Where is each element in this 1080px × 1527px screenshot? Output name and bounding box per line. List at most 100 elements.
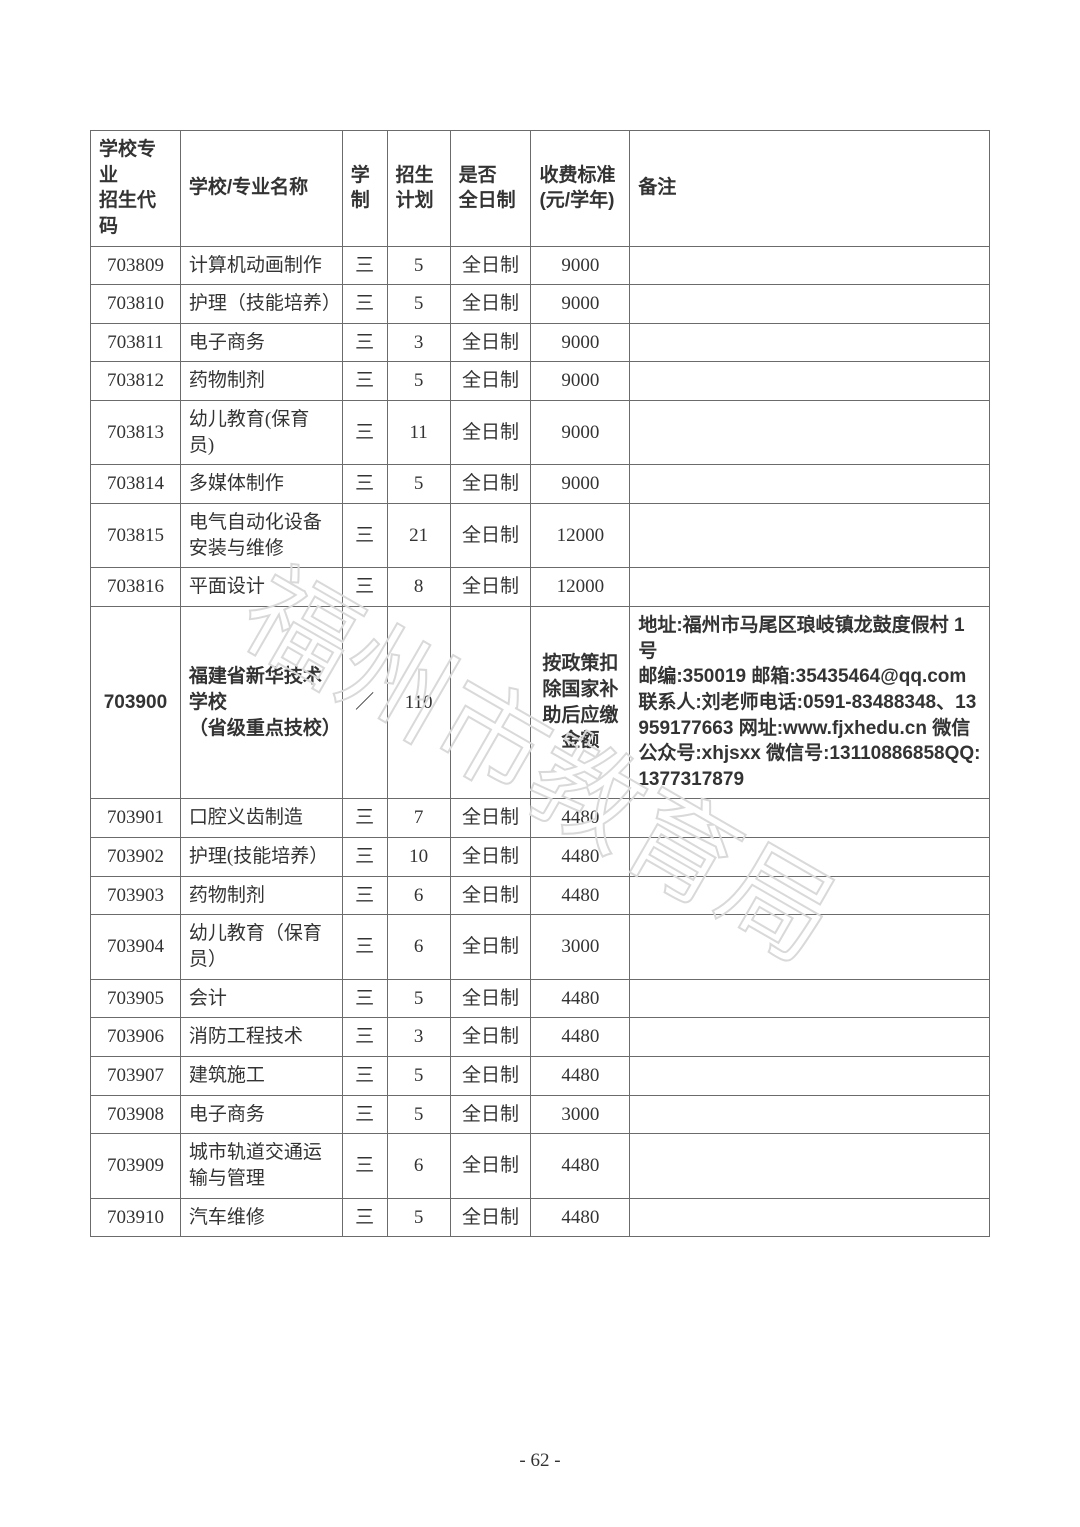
table-body: 703809计算机动画制作三5全日制9000703810护理（技能培养）三5全日… xyxy=(91,246,990,1237)
cell-code: 703811 xyxy=(91,323,181,362)
cell-remarks xyxy=(630,1095,990,1134)
cell-fee: 4480 xyxy=(531,799,630,838)
cell-fee: 按政策扣除国家补助后应缴金额 xyxy=(531,606,630,798)
cell-years: 三 xyxy=(342,1134,387,1198)
cell-years: 三 xyxy=(342,465,387,504)
cell-plan: 5 xyxy=(387,1095,450,1134)
cell-remarks xyxy=(630,799,990,838)
cell-remarks xyxy=(630,876,990,915)
cell-code: 703813 xyxy=(91,401,181,465)
cell-years: 三 xyxy=(342,401,387,465)
cell-fee: 4480 xyxy=(531,979,630,1018)
table-row: 703816平面设计三8全日制12000 xyxy=(91,568,990,607)
table-row: 703902护理(技能培养）三10全日制4480 xyxy=(91,838,990,877)
cell-name: 药物制剂 xyxy=(180,362,342,401)
cell-plan: 110 xyxy=(387,606,450,798)
table-row: 703813幼儿教育(保育员)三11全日制9000 xyxy=(91,401,990,465)
cell-years: ／ xyxy=(342,606,387,798)
cell-remarks xyxy=(630,568,990,607)
cell-plan: 5 xyxy=(387,1198,450,1237)
cell-fee: 3000 xyxy=(531,915,630,979)
cell-ft: 全日制 xyxy=(450,504,531,568)
table-row: 703907建筑施工三5全日制4480 xyxy=(91,1056,990,1095)
cell-code: 703907 xyxy=(91,1056,181,1095)
cell-years: 三 xyxy=(342,504,387,568)
page-number: - 62 - xyxy=(0,1450,1080,1472)
cell-plan: 5 xyxy=(387,246,450,285)
cell-name: 幼儿教育(保育员) xyxy=(180,401,342,465)
cell-years: 三 xyxy=(342,1198,387,1237)
cell-remarks xyxy=(630,1198,990,1237)
cell-ft: 全日制 xyxy=(450,323,531,362)
cell-ft: 全日制 xyxy=(450,799,531,838)
cell-fee: 9000 xyxy=(531,362,630,401)
cell-ft: 全日制 xyxy=(450,1018,531,1057)
cell-years: 三 xyxy=(342,979,387,1018)
cell-code: 703910 xyxy=(91,1198,181,1237)
cell-name: 福建省新华技术学校（省级重点技校） xyxy=(180,606,342,798)
cell-remarks xyxy=(630,504,990,568)
cell-remarks xyxy=(630,246,990,285)
cell-fee: 4480 xyxy=(531,1198,630,1237)
cell-fee: 9000 xyxy=(531,401,630,465)
cell-years: 三 xyxy=(342,876,387,915)
table-row: 703814多媒体制作三5全日制9000 xyxy=(91,465,990,504)
cell-remarks xyxy=(630,979,990,1018)
cell-years: 三 xyxy=(342,1018,387,1057)
cell-ft: 全日制 xyxy=(450,1198,531,1237)
cell-code: 703902 xyxy=(91,838,181,877)
cell-code: 703905 xyxy=(91,979,181,1018)
cell-plan: 10 xyxy=(387,838,450,877)
cell-ft: 全日制 xyxy=(450,1095,531,1134)
cell-code: 703906 xyxy=(91,1018,181,1057)
column-header-remarks: 备注 xyxy=(630,131,990,247)
cell-remarks xyxy=(630,323,990,362)
cell-years: 三 xyxy=(342,1095,387,1134)
cell-remarks xyxy=(630,915,990,979)
cell-fee: 12000 xyxy=(531,504,630,568)
cell-name: 电子商务 xyxy=(180,323,342,362)
cell-remarks xyxy=(630,465,990,504)
cell-fee: 4480 xyxy=(531,1056,630,1095)
table-row: 703815电气自动化设备安装与维修三21全日制12000 xyxy=(91,504,990,568)
cell-years: 三 xyxy=(342,362,387,401)
cell-name: 护理（技能培养） xyxy=(180,285,342,324)
cell-fee: 12000 xyxy=(531,568,630,607)
cell-ft: 全日制 xyxy=(450,1056,531,1095)
cell-name: 会计 xyxy=(180,979,342,1018)
cell-plan: 6 xyxy=(387,876,450,915)
document-page: 福州市教育局 学校专业招生代码学校/专业名称学制招生计划是否全日制收费标准(元/… xyxy=(0,0,1080,1527)
cell-remarks xyxy=(630,838,990,877)
column-header-name: 学校/专业名称 xyxy=(180,131,342,247)
cell-plan: 6 xyxy=(387,915,450,979)
cell-years: 三 xyxy=(342,1056,387,1095)
cell-name: 电子商务 xyxy=(180,1095,342,1134)
cell-years: 三 xyxy=(342,915,387,979)
cell-ft: 全日制 xyxy=(450,979,531,1018)
cell-code: 703903 xyxy=(91,876,181,915)
table-row: 703812药物制剂三5全日制9000 xyxy=(91,362,990,401)
column-header-fee: 收费标准(元/学年) xyxy=(531,131,630,247)
cell-plan: 6 xyxy=(387,1134,450,1198)
cell-remarks xyxy=(630,1018,990,1057)
cell-remarks: 地址:福州市马尾区琅岐镇龙鼓度假村 1 号邮编:350019 邮箱:354354… xyxy=(630,606,990,798)
cell-plan: 5 xyxy=(387,362,450,401)
cell-ft: 全日制 xyxy=(450,401,531,465)
cell-name: 幼儿教育（保育员） xyxy=(180,915,342,979)
cell-ft: 全日制 xyxy=(450,1134,531,1198)
cell-plan: 3 xyxy=(387,1018,450,1057)
table-row: 703910汽车维修三5全日制4480 xyxy=(91,1198,990,1237)
cell-name: 药物制剂 xyxy=(180,876,342,915)
table-row: 703908电子商务三5全日制3000 xyxy=(91,1095,990,1134)
cell-code: 703816 xyxy=(91,568,181,607)
cell-ft: 全日制 xyxy=(450,838,531,877)
cell-remarks xyxy=(630,1134,990,1198)
column-header-years: 学制 xyxy=(342,131,387,247)
cell-code: 703815 xyxy=(91,504,181,568)
cell-plan: 7 xyxy=(387,799,450,838)
enrollment-table: 学校专业招生代码学校/专业名称学制招生计划是否全日制收费标准(元/学年)备注 7… xyxy=(90,130,990,1237)
cell-remarks xyxy=(630,1056,990,1095)
cell-code: 703904 xyxy=(91,915,181,979)
table-row: 703810护理（技能培养）三5全日制9000 xyxy=(91,285,990,324)
cell-years: 三 xyxy=(342,323,387,362)
